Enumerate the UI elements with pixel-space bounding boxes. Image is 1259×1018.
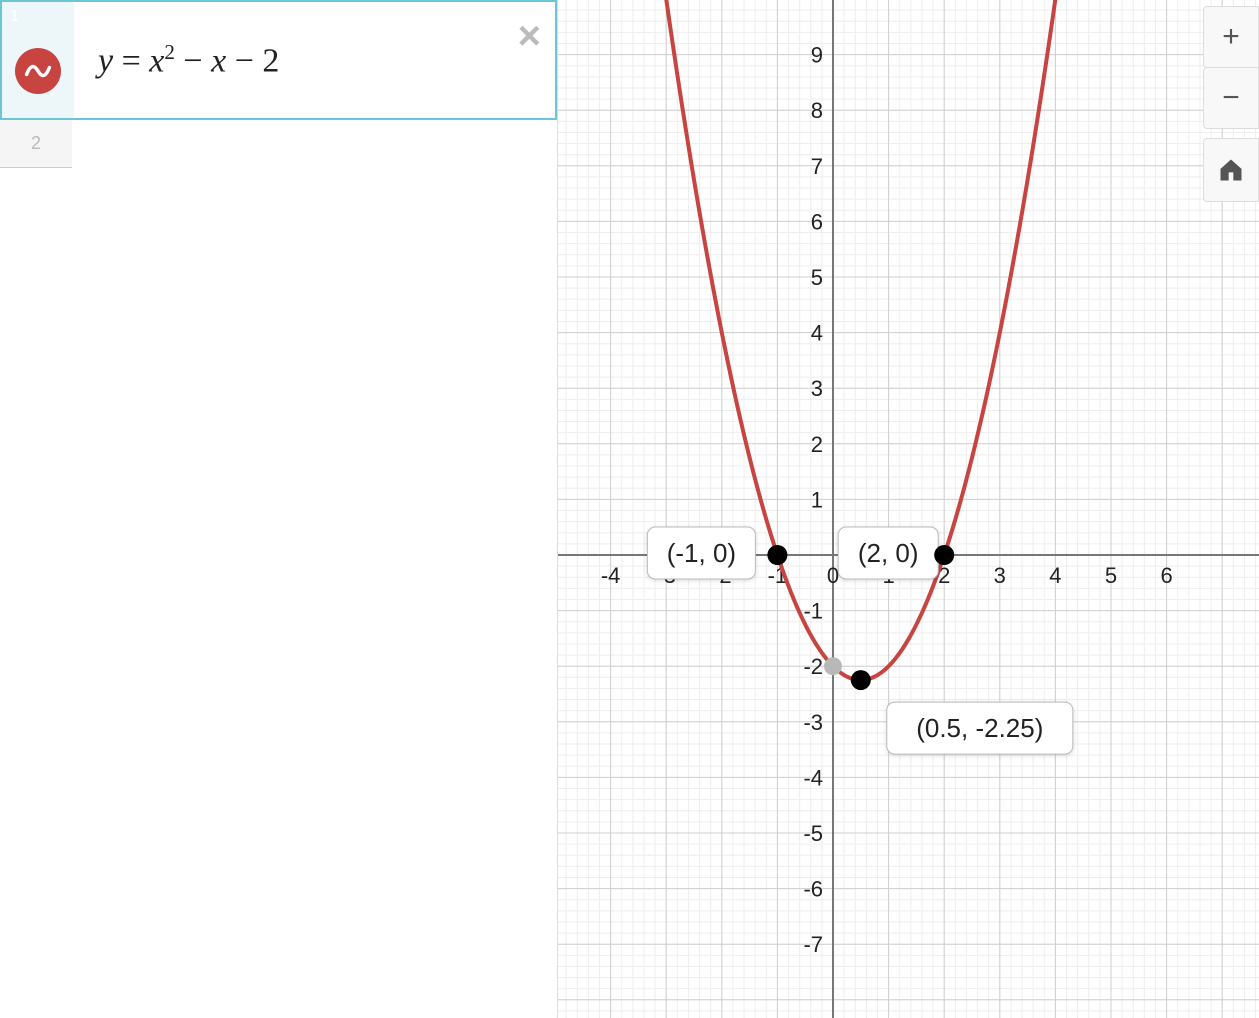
point-label-text: (0.5, -2.25) [916, 713, 1043, 743]
y-tick-label: -5 [803, 821, 823, 846]
delete-expression-button[interactable]: × [518, 16, 541, 56]
y-tick-label: 7 [811, 154, 823, 179]
y-tick-label: 8 [811, 98, 823, 123]
y-tick-label: 3 [811, 376, 823, 401]
expression-row-2[interactable]: 2 [0, 120, 557, 168]
plotted-point[interactable] [767, 545, 787, 565]
plotted-point[interactable] [851, 670, 871, 690]
y-tick-label: 4 [811, 321, 823, 346]
expression-color-icon[interactable] [15, 48, 61, 94]
x-tick-label: 6 [1160, 563, 1172, 588]
graph-canvas[interactable]: -4-3-2-10123456-7-6-5-4-3-2-1123456789(-… [558, 0, 1259, 1018]
y-tick-label: -1 [803, 599, 823, 624]
row-index-label: 1 [10, 8, 19, 26]
zoom-in-button[interactable]: + [1203, 6, 1259, 68]
zoom-controls: + − [1203, 6, 1259, 201]
x-tick-label: 0 [827, 563, 839, 588]
point-label-text: (-1, 0) [667, 538, 736, 568]
graph-panel[interactable]: -4-3-2-10123456-7-6-5-4-3-2-1123456789(-… [558, 0, 1259, 1018]
y-tick-label: -4 [803, 765, 823, 790]
app-root: 1 y = x2 − x − 2 × [0, 0, 1259, 1018]
zoom-out-button[interactable]: − [1203, 67, 1259, 129]
plotted-point[interactable] [934, 545, 954, 565]
y-tick-label: 9 [811, 43, 823, 68]
expression-input-1[interactable]: y = x2 − x − 2 [74, 2, 555, 118]
x-tick-label: 5 [1105, 563, 1117, 588]
home-button[interactable] [1203, 138, 1259, 202]
expression-panel: 1 y = x2 − x − 2 × [0, 0, 558, 1018]
x-tick-label: -4 [601, 563, 621, 588]
y-tick-label: -7 [803, 932, 823, 957]
hover-point [824, 657, 842, 675]
expression-row-1-index: 1 [2, 2, 74, 118]
x-tick-label: 3 [994, 563, 1006, 588]
y-tick-label: -6 [803, 877, 823, 902]
expression-row-2-index: 2 [0, 120, 72, 167]
home-icon [1217, 156, 1245, 184]
x-tick-label: 4 [1049, 563, 1061, 588]
expression-row-1[interactable]: 1 y = x2 − x − 2 × [0, 0, 557, 120]
row-index-label: 2 [31, 133, 41, 154]
y-tick-label: 1 [811, 487, 823, 512]
y-tick-label: 2 [811, 432, 823, 457]
point-label-text: (2, 0) [858, 538, 919, 568]
expression-input-2[interactable] [72, 120, 557, 176]
expression-text: y = x2 − x − 2 [98, 40, 279, 80]
sine-wave-icon [24, 57, 52, 85]
y-tick-label: 5 [811, 265, 823, 290]
y-tick-label: -3 [803, 710, 823, 735]
y-tick-label: -2 [803, 654, 823, 679]
y-tick-label: 6 [811, 209, 823, 234]
